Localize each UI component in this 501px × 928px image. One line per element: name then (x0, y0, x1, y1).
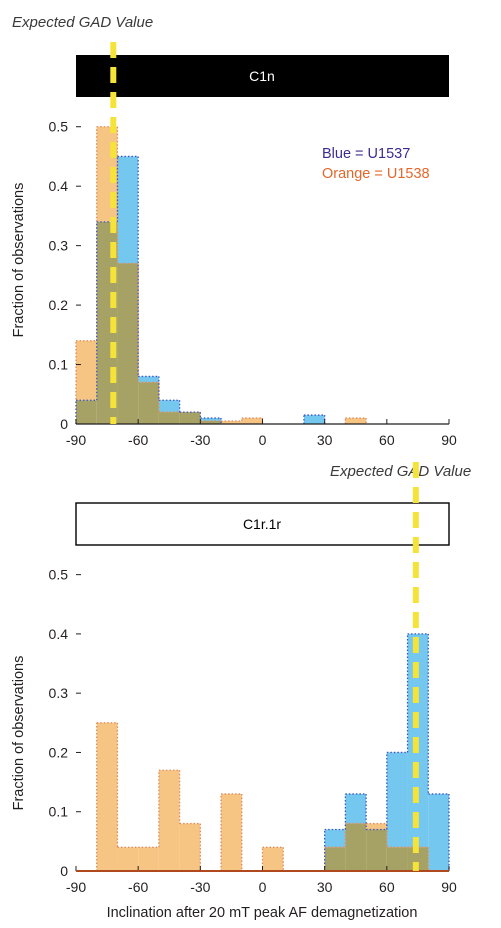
outline-blue (75, 155, 326, 424)
x-tick-label: 90 (441, 879, 457, 895)
panel-title-c1n: C1n (249, 68, 275, 84)
panel-c1n: Expected GAD Value C1n 00.10.20.30.40.5 … (11, 14, 457, 448)
y-axis-label-bottom: Fraction of observations (11, 656, 27, 811)
x-tick-label: -60 (128, 879, 148, 895)
bar-u1538 (138, 847, 159, 871)
bar-overlap (386, 847, 408, 871)
bar-overlap (200, 421, 222, 424)
x-axis-ticks: -90 -60 -30 0 30 60 90 (66, 866, 457, 895)
y-axis-ticks: 0 0.1 0.2 0.3 0.4 0.5 (49, 567, 81, 879)
bar-overlap (366, 829, 387, 871)
bar-u1537 (428, 793, 449, 871)
y-tick-label: 0.2 (49, 297, 69, 313)
x-tick-label: 0 (259, 879, 267, 895)
bar-overlap (324, 847, 346, 871)
bar-u1538 (158, 770, 180, 871)
y-tick-label: 0.3 (49, 685, 69, 701)
legend-blue: Blue = U1537 (322, 146, 410, 162)
outline-blue (324, 633, 450, 871)
bar-outlines (75, 126, 367, 424)
y-tick-label: 0.5 (49, 119, 69, 135)
y-tick-label: 0.5 (49, 567, 69, 583)
bar-u1538 (96, 722, 118, 871)
bar-outlines (96, 633, 450, 871)
title-bar-c1r1r (75, 502, 450, 546)
x-axis-ticks: -90 -60 -30 0 30 60 90 (66, 419, 457, 448)
bar-u1537 (345, 793, 367, 824)
x-tick-label: -30 (190, 432, 210, 448)
x-tick-label: -90 (66, 879, 86, 895)
y-tick-label: 0.4 (49, 626, 69, 642)
bar-overlap (179, 412, 201, 424)
bar-u1537 (324, 829, 346, 848)
bar-u1538 (117, 847, 139, 871)
bar-u1538 (76, 340, 97, 401)
y-tick-label: 0 (60, 416, 68, 432)
bar-u1538 (262, 847, 284, 871)
x-tick-label: -60 (128, 432, 148, 448)
bar-u1537 (386, 752, 408, 848)
y-tick-label: 0.3 (49, 238, 69, 254)
bar-u1538 (221, 421, 242, 424)
legend-orange: Orange = U1538 (322, 166, 430, 182)
y-tick-label: 0.2 (49, 744, 69, 760)
gad-label-top: Expected GAD Value (12, 14, 153, 31)
bar-u1538 (366, 823, 387, 830)
x-tick-label: -30 (190, 879, 210, 895)
x-tick-label: 30 (317, 879, 333, 895)
bar-u1537 (158, 400, 180, 413)
bar-u1538 (221, 793, 242, 871)
panel-title-c1r1r: C1r.1r (243, 516, 281, 532)
bar-u1537 (303, 415, 325, 424)
x-axis-label-bottom: Inclination after 20 mT peak AF demagnet… (107, 905, 418, 921)
bar-overlap (76, 400, 97, 424)
y-tick-label: 0.1 (49, 804, 69, 820)
x-tick-label: 60 (379, 879, 395, 895)
bar-overlap (117, 263, 139, 424)
y-axis-ticks: 0 0.1 0.2 0.3 0.4 0.5 (49, 119, 81, 432)
y-tick-label: 0.4 (49, 178, 69, 194)
bar-u1537 (138, 376, 159, 383)
series-u1538-bars (96, 722, 387, 871)
overlap-bars (324, 823, 429, 871)
panel-c1r1r: Expected GAD Value C1r.1r 00.10.20.30.40… (11, 462, 471, 921)
x-tick-label: 90 (441, 432, 457, 448)
gad-label-bottom: Expected GAD Value (330, 463, 471, 480)
bar-overlap (407, 847, 429, 871)
overlap-bars (76, 221, 222, 424)
bar-u1538 (345, 418, 367, 424)
y-tick-label: 0 (60, 863, 68, 879)
bar-u1537 (117, 156, 139, 264)
bar-u1538 (241, 418, 263, 424)
title-bar-c1n (76, 55, 449, 97)
y-tick-label: 0.1 (49, 357, 69, 373)
bar-overlap (158, 412, 180, 424)
bar-u1537 (200, 418, 222, 422)
bar-overlap (138, 382, 159, 424)
x-tick-label: 30 (317, 432, 333, 448)
outline-orange (96, 722, 429, 871)
bar-u1538 (179, 823, 201, 871)
series-u1537-bars (117, 156, 325, 424)
x-tick-label: 0 (259, 432, 267, 448)
bar-overlap (345, 823, 367, 871)
y-axis-label-top: Fraction of observations (11, 183, 27, 338)
x-tick-label: -90 (66, 432, 86, 448)
x-tick-label: 60 (379, 432, 395, 448)
